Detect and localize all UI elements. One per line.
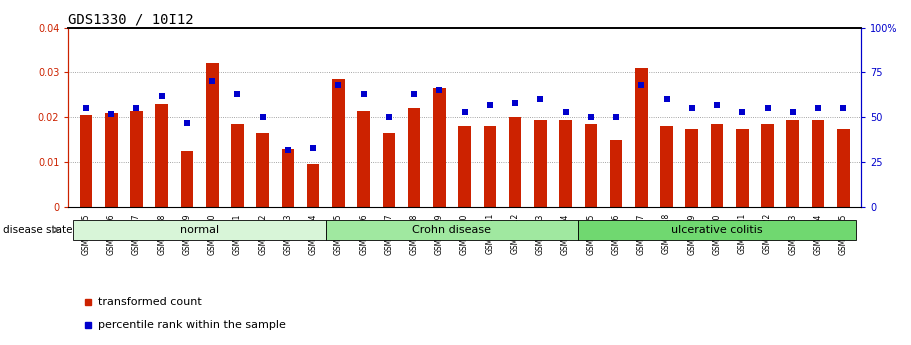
Point (507, 100, 522, 106)
Point (785, 109, 800, 115)
Point (533, 97, 548, 102)
Point (660, 97, 674, 102)
Point (155, 93, 169, 99)
Point (584, 115, 599, 120)
Point (205, 79, 220, 84)
Point (78, 106, 93, 111)
Bar (837, 128, 850, 207)
Point (811, 106, 825, 111)
Bar (609, 140, 622, 207)
Point (609, 115, 623, 120)
Bar (786, 119, 799, 207)
Text: transformed count: transformed count (98, 297, 202, 307)
Bar (206, 63, 219, 207)
Point (684, 106, 699, 111)
Bar (578, 220, 855, 240)
Point (255, 115, 270, 120)
Text: ulcerative colitis: ulcerative colitis (671, 225, 763, 235)
Point (735, 109, 750, 115)
Bar (433, 88, 445, 207)
Point (710, 102, 724, 108)
Bar (256, 133, 269, 207)
Bar (711, 124, 723, 207)
Point (457, 109, 472, 115)
Bar (326, 220, 578, 240)
Bar (357, 110, 370, 207)
Bar (79, 115, 92, 207)
Bar (74, 220, 326, 240)
Bar (812, 119, 824, 207)
Bar (585, 124, 597, 207)
Point (356, 91, 371, 97)
Bar (333, 79, 344, 207)
Point (129, 106, 144, 111)
Text: disease state: disease state (3, 225, 72, 235)
Point (558, 109, 573, 115)
Point (104, 111, 118, 117)
Bar (559, 119, 572, 207)
Text: percentile rank within the sample: percentile rank within the sample (98, 320, 286, 330)
Bar (383, 133, 395, 207)
Bar (281, 149, 294, 207)
Bar (508, 117, 521, 207)
Point (230, 91, 245, 97)
Point (382, 115, 396, 120)
Point (407, 91, 422, 97)
Bar (408, 108, 421, 207)
Bar (660, 126, 673, 207)
Text: normal: normal (180, 225, 220, 235)
Text: GDS1330 / 10I12: GDS1330 / 10I12 (68, 12, 194, 27)
Bar (762, 124, 773, 207)
Bar (736, 128, 749, 207)
Point (281, 147, 295, 152)
Bar (130, 110, 143, 207)
Bar (635, 68, 648, 207)
Bar (685, 128, 698, 207)
Point (306, 145, 321, 150)
Point (634, 82, 649, 88)
Point (760, 106, 774, 111)
Point (179, 120, 194, 126)
Bar (307, 164, 320, 207)
Point (331, 82, 345, 88)
Bar (105, 113, 118, 207)
Bar (458, 126, 471, 207)
Point (483, 102, 497, 108)
Bar (231, 124, 244, 207)
Point (836, 106, 851, 111)
Bar (180, 151, 193, 207)
Text: Crohn disease: Crohn disease (413, 225, 492, 235)
Bar (484, 126, 496, 207)
Point (432, 88, 446, 93)
Bar (534, 119, 547, 207)
Bar (156, 104, 168, 207)
